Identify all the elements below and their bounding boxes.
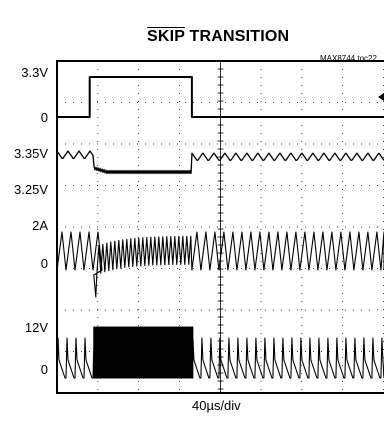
series-skip-logic: [57, 76, 384, 118]
chart-title: SKIP TRANSITION: [147, 28, 289, 46]
y-tick-label-3: 3.35V: [14, 146, 48, 161]
y-tick-label-2: 0: [40, 110, 48, 125]
series-switching-node: [56, 326, 384, 379]
y-tick-label-7: 12V: [24, 320, 48, 335]
y-tick-label-6: 0: [40, 256, 48, 271]
figure-tag: MAX8744 toc22: [320, 54, 377, 63]
series-output-voltage: [56, 150, 384, 175]
series-inductor-current: [56, 231, 384, 298]
y-tick-label-4: 3.25V: [14, 182, 48, 197]
title-overline: SKIP: [147, 28, 185, 45]
y-tick-label-5: 2A: [32, 218, 48, 233]
title-rest: TRANSITION: [184, 28, 290, 45]
y-tick-label-1: 3.3V: [21, 65, 48, 80]
trigger-marker: [378, 93, 384, 101]
y-tick-label-8: 0: [40, 362, 48, 377]
x-axis-label: 40µs/div: [192, 398, 241, 413]
